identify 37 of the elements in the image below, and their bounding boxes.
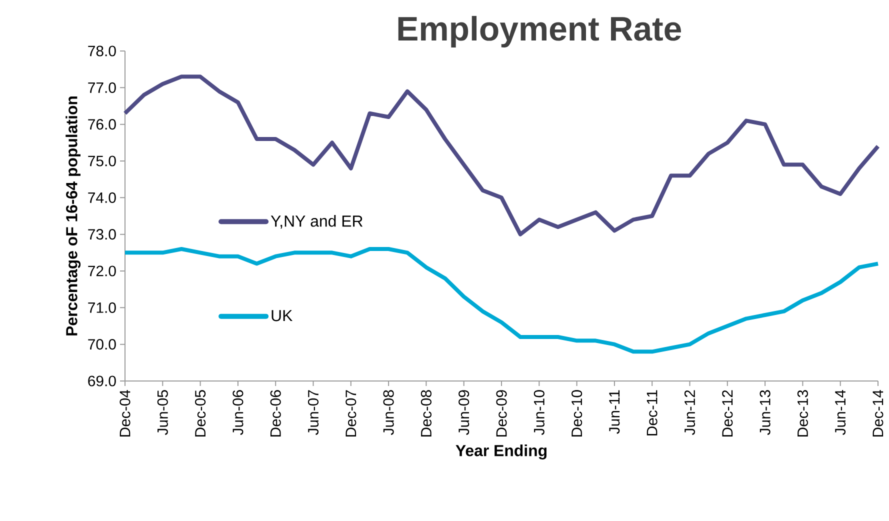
x-axis-title: Year Ending (456, 444, 546, 460)
y-tick-label: 70.0 (88, 339, 116, 350)
y-tick-label: 74.0 (88, 192, 116, 203)
y-tick-label: 77.0 (88, 82, 116, 93)
x-tick-label: Jun-12 (684, 390, 696, 435)
x-tick-label: Dec-04 (120, 390, 130, 436)
legend-label: UK (272, 310, 292, 322)
x-tick-label: Dec-14 (872, 390, 884, 436)
y-tick-label: 72.0 (88, 266, 116, 276)
y-tick-label: 75.0 (88, 156, 116, 166)
x-tick-label: Jun-06 (232, 390, 244, 435)
x-tick-label: Jun-07 (308, 390, 319, 435)
x-tick-label: Jun-08 (383, 390, 394, 435)
y-tick-label: 78.0 (88, 46, 116, 56)
x-tick-label: Dec-13 (797, 390, 808, 436)
x-tick-label: Dec-05 (195, 390, 206, 436)
y-tick-label: 71.0 (88, 302, 116, 313)
y-tick-label: 73.0 (88, 229, 116, 240)
legend-label: Y,NY and ER (270, 215, 363, 229)
x-tick-label: Dec-06 (270, 390, 281, 436)
x-tick-label: Dec-08 (420, 390, 432, 436)
y-tick-label: 76.0 (88, 119, 116, 130)
x-tick-label: Dec-11 (646, 390, 658, 436)
x-tick-label: Jun-09 (458, 390, 470, 435)
x-tick-label: Dec-07 (346, 390, 356, 436)
x-tick-label: Dec-09 (496, 390, 507, 436)
x-tick-label: Dec-12 (722, 390, 733, 436)
x-tick-label: Jun-13 (760, 390, 770, 435)
x-tick-label: Jun-10 (534, 390, 544, 435)
x-tick-label: Jun-05 (157, 390, 168, 435)
y-tick-label: 69.0 (88, 376, 116, 386)
y-axis-title: Percentage oF 16-64 population (66, 96, 81, 336)
x-tick-label: Dec-10 (572, 390, 582, 436)
x-tick-label: Jun-11 (609, 390, 620, 434)
line-series (123, 74, 880, 236)
x-tick-label: Jun-14 (835, 390, 846, 435)
chart-title: Employment Rate (398, 16, 682, 48)
